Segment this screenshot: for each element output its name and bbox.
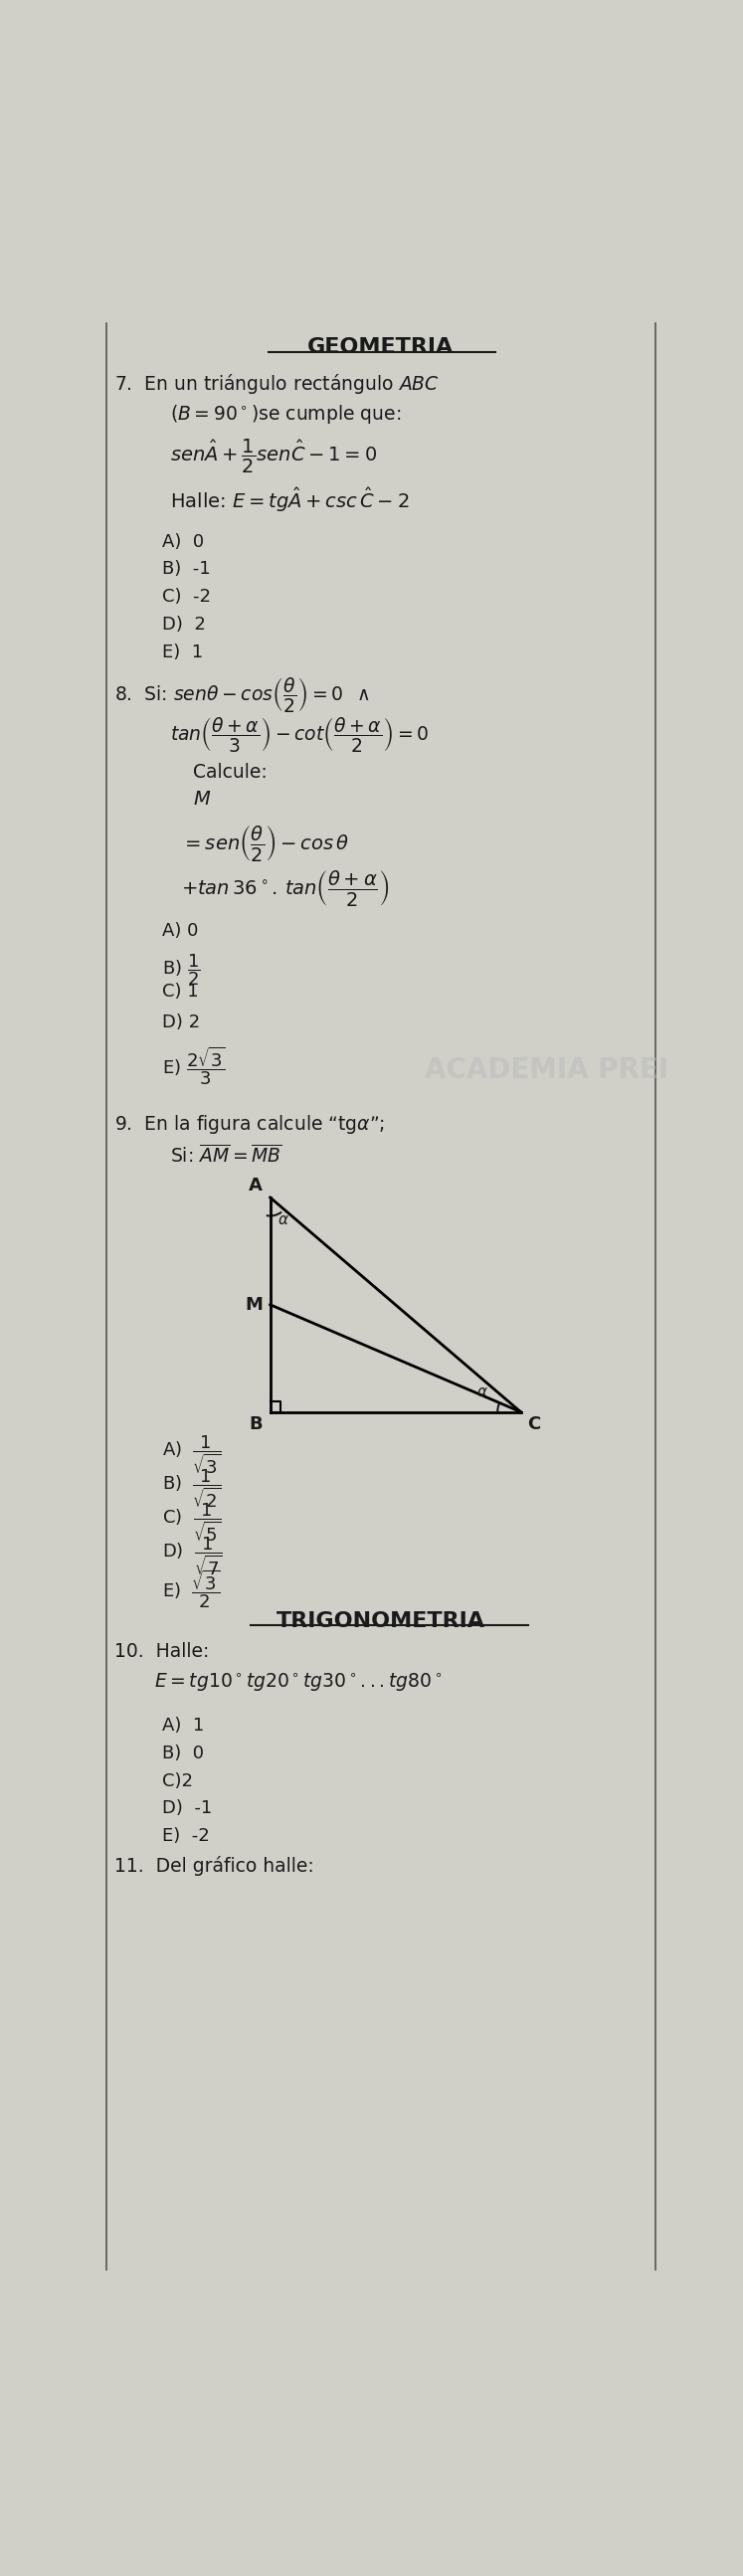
Text: Calcule:: Calcule: xyxy=(193,762,267,781)
Text: B)  0: B) 0 xyxy=(162,1744,204,1762)
Text: 11.  Del gráfico halle:: 11. Del gráfico halle: xyxy=(114,1857,314,1875)
Text: B)  -1: B) -1 xyxy=(162,562,210,577)
Text: TRIGONOMETRIA: TRIGONOMETRIA xyxy=(276,1610,485,1631)
Text: ACADEMIA PREI: ACADEMIA PREI xyxy=(424,1056,668,1084)
Text: $=sen\left(\dfrac{\theta}{2}\right)-cos\,\theta$: $=sen\left(\dfrac{\theta}{2}\right)-cos\… xyxy=(181,824,350,863)
Text: $\alpha$: $\alpha$ xyxy=(476,1386,487,1399)
Text: $tan\left(\dfrac{\theta+\alpha}{3}\right)-cot\left(\dfrac{\theta+\alpha}{2}\righ: $tan\left(\dfrac{\theta+\alpha}{3}\right… xyxy=(170,716,429,755)
Text: D)  2: D) 2 xyxy=(162,616,206,634)
Text: D) 2: D) 2 xyxy=(162,1015,200,1030)
Text: $+tan\,36^\circ.\,tan\left(\dfrac{\theta+\alpha}{2}\right)$: $+tan\,36^\circ.\,tan\left(\dfrac{\theta… xyxy=(181,868,390,907)
Text: 10.  Halle:: 10. Halle: xyxy=(114,1641,210,1662)
Text: A)  $\dfrac{1}{\sqrt{3}}$: A) $\dfrac{1}{\sqrt{3}}$ xyxy=(162,1432,221,1476)
Text: A: A xyxy=(249,1177,262,1195)
Text: A) 0: A) 0 xyxy=(162,922,198,940)
Text: Halle: $E=tg\hat{A}+csc\,\hat{C}-2$: Halle: $E=tg\hat{A}+csc\,\hat{C}-2$ xyxy=(170,484,409,515)
Text: E)  $\dfrac{\sqrt{3}}{2}$: E) $\dfrac{\sqrt{3}}{2}$ xyxy=(162,1569,220,1610)
Text: B: B xyxy=(249,1414,262,1432)
Text: D)  $\dfrac{1}{\sqrt{7}}$: D) $\dfrac{1}{\sqrt{7}}$ xyxy=(162,1535,223,1577)
Text: E)  -2: E) -2 xyxy=(162,1826,210,1844)
Text: 7.  En un triángulo rectángulo $ABC$: 7. En un triángulo rectángulo $ABC$ xyxy=(114,371,439,397)
Text: E) $\dfrac{2\sqrt{3}}{3}$: E) $\dfrac{2\sqrt{3}}{3}$ xyxy=(162,1043,226,1087)
Text: Si: $\overline{AM}=\overline{MB}$: Si: $\overline{AM}=\overline{MB}$ xyxy=(170,1144,282,1167)
Text: 9.  En la figura calcule “tg$\alpha$”;: 9. En la figura calcule “tg$\alpha$”; xyxy=(114,1113,385,1136)
Text: $sen\hat{A}+\dfrac{1}{2}sen\hat{C}-1=0$: $sen\hat{A}+\dfrac{1}{2}sen\hat{C}-1=0$ xyxy=(170,438,377,477)
Text: 8.  Si: $sen\theta - cos\left(\dfrac{\theta}{2}\right)=0 \;\;\wedge$: 8. Si: $sen\theta - cos\left(\dfrac{\the… xyxy=(114,675,369,714)
Text: M: M xyxy=(244,1296,262,1314)
Text: $\alpha$: $\alpha$ xyxy=(278,1213,290,1229)
Text: C)  $\dfrac{1}{\sqrt{5}}$: C) $\dfrac{1}{\sqrt{5}}$ xyxy=(162,1502,221,1543)
Text: A)  0: A) 0 xyxy=(162,533,204,551)
Text: D)  -1: D) -1 xyxy=(162,1801,212,1816)
Text: C) 1: C) 1 xyxy=(162,984,198,1002)
Text: B)  $\dfrac{1}{\sqrt{2}}$: B) $\dfrac{1}{\sqrt{2}}$ xyxy=(162,1468,221,1510)
Text: C)2: C)2 xyxy=(162,1772,193,1790)
Text: $M$: $M$ xyxy=(193,791,211,809)
Text: $(B = 90^\circ)$se cumple que:: $(B = 90^\circ)$se cumple que: xyxy=(170,402,401,425)
Text: $E=tg10^\circ tg20^\circ tg30^\circ...tg80^\circ$: $E=tg10^\circ tg20^\circ tg30^\circ...tg… xyxy=(155,1672,442,1692)
Text: E)  1: E) 1 xyxy=(162,644,203,662)
Text: B) $\dfrac{1}{2}$: B) $\dfrac{1}{2}$ xyxy=(162,953,201,987)
Text: C: C xyxy=(527,1414,540,1432)
Text: A)  1: A) 1 xyxy=(162,1716,204,1734)
Text: C)  -2: C) -2 xyxy=(162,587,211,605)
Text: GEOMETRIA: GEOMETRIA xyxy=(307,337,454,355)
